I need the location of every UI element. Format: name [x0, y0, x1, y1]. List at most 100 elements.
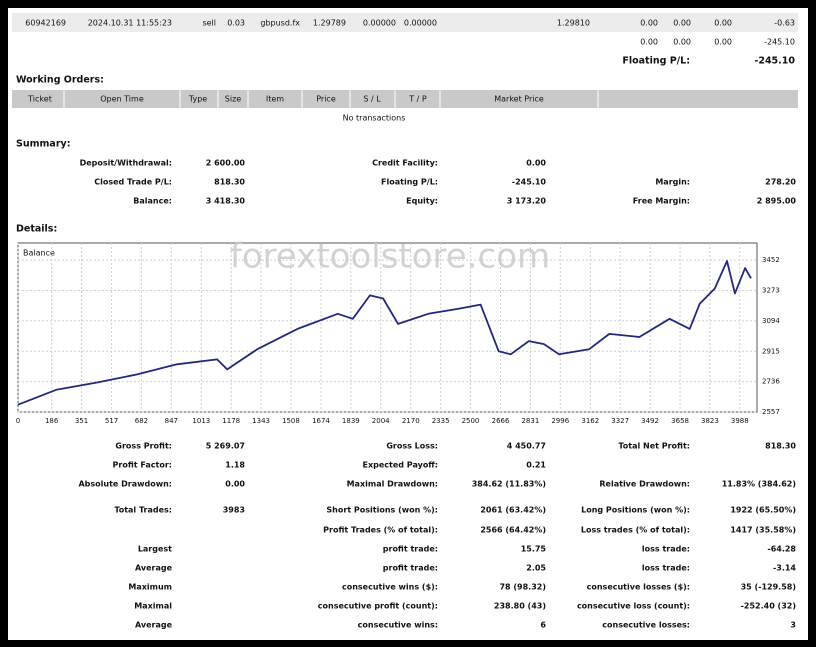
- total-cell: 0.00: [673, 38, 691, 47]
- trade-cell: 60942169: [25, 19, 66, 28]
- floating-value: -245.10: [754, 56, 795, 67]
- field-label: Gross Loss:: [386, 442, 438, 451]
- x-tick-label: 2004: [372, 417, 390, 425]
- x-tick-label: 0: [16, 417, 20, 425]
- y-tick-label: 2736: [762, 378, 780, 386]
- field-value: 0.00: [526, 159, 546, 168]
- field-value: 3 418.30: [206, 197, 246, 206]
- field-value: 2.05: [526, 564, 546, 573]
- field-label: Expected Payoff:: [363, 461, 438, 470]
- column-header: T / P: [408, 95, 427, 104]
- field-label: Margin:: [655, 178, 690, 187]
- field-label: Relative Drawdown:: [599, 480, 690, 489]
- field-value: 818.30: [214, 178, 245, 187]
- field-value: 3: [790, 621, 796, 630]
- field-label: Equity:: [406, 197, 438, 206]
- trade-cell: gbpusd.fx: [260, 19, 300, 28]
- column-header: Size: [225, 95, 242, 104]
- y-tick-label: 3273: [762, 287, 780, 295]
- field-label: Gross Profit:: [115, 442, 172, 451]
- field-label: Maximal: [134, 602, 172, 611]
- column-header: Open Time: [100, 95, 144, 104]
- field-label: Closed Trade P/L:: [94, 178, 172, 187]
- total-cell: 0.00: [714, 38, 732, 47]
- x-tick-label: 3492: [641, 417, 659, 425]
- column-header: Ticket: [27, 95, 52, 104]
- x-tick-label: 517: [105, 417, 118, 425]
- x-tick-label: 1013: [192, 417, 210, 425]
- field-label: Maximum: [128, 583, 172, 592]
- field-value: 1417 (35.58%): [730, 526, 796, 535]
- field-label: Average: [135, 564, 173, 573]
- x-tick-label: 186: [45, 417, 59, 425]
- field-value: 2061 (63.42%): [480, 506, 546, 515]
- field-label: Credit Facility:: [372, 159, 438, 168]
- field-label: consecutive wins ($):: [342, 583, 438, 592]
- column-header: Market Price: [494, 95, 544, 104]
- x-tick-label: 2996: [551, 417, 569, 425]
- field-label: Largest: [138, 545, 172, 554]
- field-value: 238.80 (43): [494, 602, 546, 611]
- field-label: Average: [135, 621, 173, 630]
- field-label: Long Positions (won %):: [581, 506, 690, 515]
- field-value: 0.00: [225, 480, 245, 489]
- field-label: Profit Factor:: [113, 461, 172, 470]
- field-value: 278.20: [765, 178, 796, 187]
- field-value: -64.28: [767, 545, 796, 554]
- field-value: -252.40 (32): [741, 602, 796, 611]
- field-value: 78 (98.32): [499, 583, 546, 592]
- y-tick-label: 3094: [762, 317, 780, 325]
- field-label: Total Net Profit:: [618, 442, 690, 451]
- floating-label: Floating P/L:: [622, 56, 690, 67]
- x-tick-label: 2170: [402, 417, 420, 425]
- x-tick-label: 1674: [312, 417, 330, 425]
- field-value: 818.30: [765, 442, 796, 451]
- empty-note: No transactions: [343, 114, 406, 123]
- field-label: loss trade:: [642, 545, 690, 554]
- field-value: 2 600.00: [206, 159, 246, 168]
- x-tick-label: 3658: [671, 417, 689, 425]
- trade-cell: 2024.10.31 11:55:23: [88, 19, 172, 28]
- x-tick-label: 3988: [731, 417, 749, 425]
- x-tick-label: 1178: [222, 417, 240, 425]
- field-label: Free Margin:: [633, 197, 690, 206]
- field-value: 4 450.77: [507, 442, 546, 451]
- balance-line: [17, 260, 752, 406]
- section-title: Working Orders:: [16, 75, 104, 86]
- x-tick-label: 2666: [492, 417, 510, 425]
- field-label: Absolute Drawdown:: [78, 480, 172, 489]
- watermark: forextoolstore.com: [230, 237, 550, 277]
- trade-cell: sell: [202, 19, 216, 28]
- field-label: Balance:: [133, 197, 172, 206]
- x-tick-label: 3162: [581, 417, 599, 425]
- field-label: consecutive wins:: [358, 621, 438, 630]
- field-label: Loss trades (% of total):: [581, 526, 690, 535]
- x-tick-label: 682: [135, 417, 148, 425]
- chart-label: Balance: [23, 249, 55, 258]
- field-value: 5 269.07: [206, 442, 245, 451]
- total-cell: 0.00: [640, 38, 658, 47]
- y-tick-label: 2557: [762, 408, 780, 416]
- x-tick-label: 2500: [462, 417, 480, 425]
- field-value: 1.18: [225, 461, 245, 470]
- column-header: Item: [266, 95, 284, 104]
- trade-cell: 1.29789: [313, 19, 346, 28]
- column-header: S / L: [363, 95, 381, 104]
- trade-cell: 0.00: [640, 19, 658, 28]
- field-value: 6: [540, 621, 546, 630]
- trade-cell: 1.29810: [557, 19, 590, 28]
- field-label: Floating P/L:: [381, 178, 438, 187]
- field-label: consecutive profit (count):: [318, 602, 438, 611]
- x-tick-label: 351: [75, 417, 88, 425]
- y-tick-label: 2915: [762, 347, 780, 355]
- section-title: Summary:: [16, 139, 71, 150]
- field-label: profit trade:: [383, 545, 438, 554]
- field-label: loss trade:: [642, 564, 690, 573]
- field-label: consecutive losses ($):: [587, 583, 690, 592]
- field-value: 1922 (65.50%): [730, 506, 796, 515]
- trade-row-bg: [12, 13, 798, 32]
- field-label: consecutive loss (count):: [577, 602, 690, 611]
- field-label: Short Positions (won %):: [326, 506, 438, 515]
- field-value: 0.21: [526, 461, 546, 470]
